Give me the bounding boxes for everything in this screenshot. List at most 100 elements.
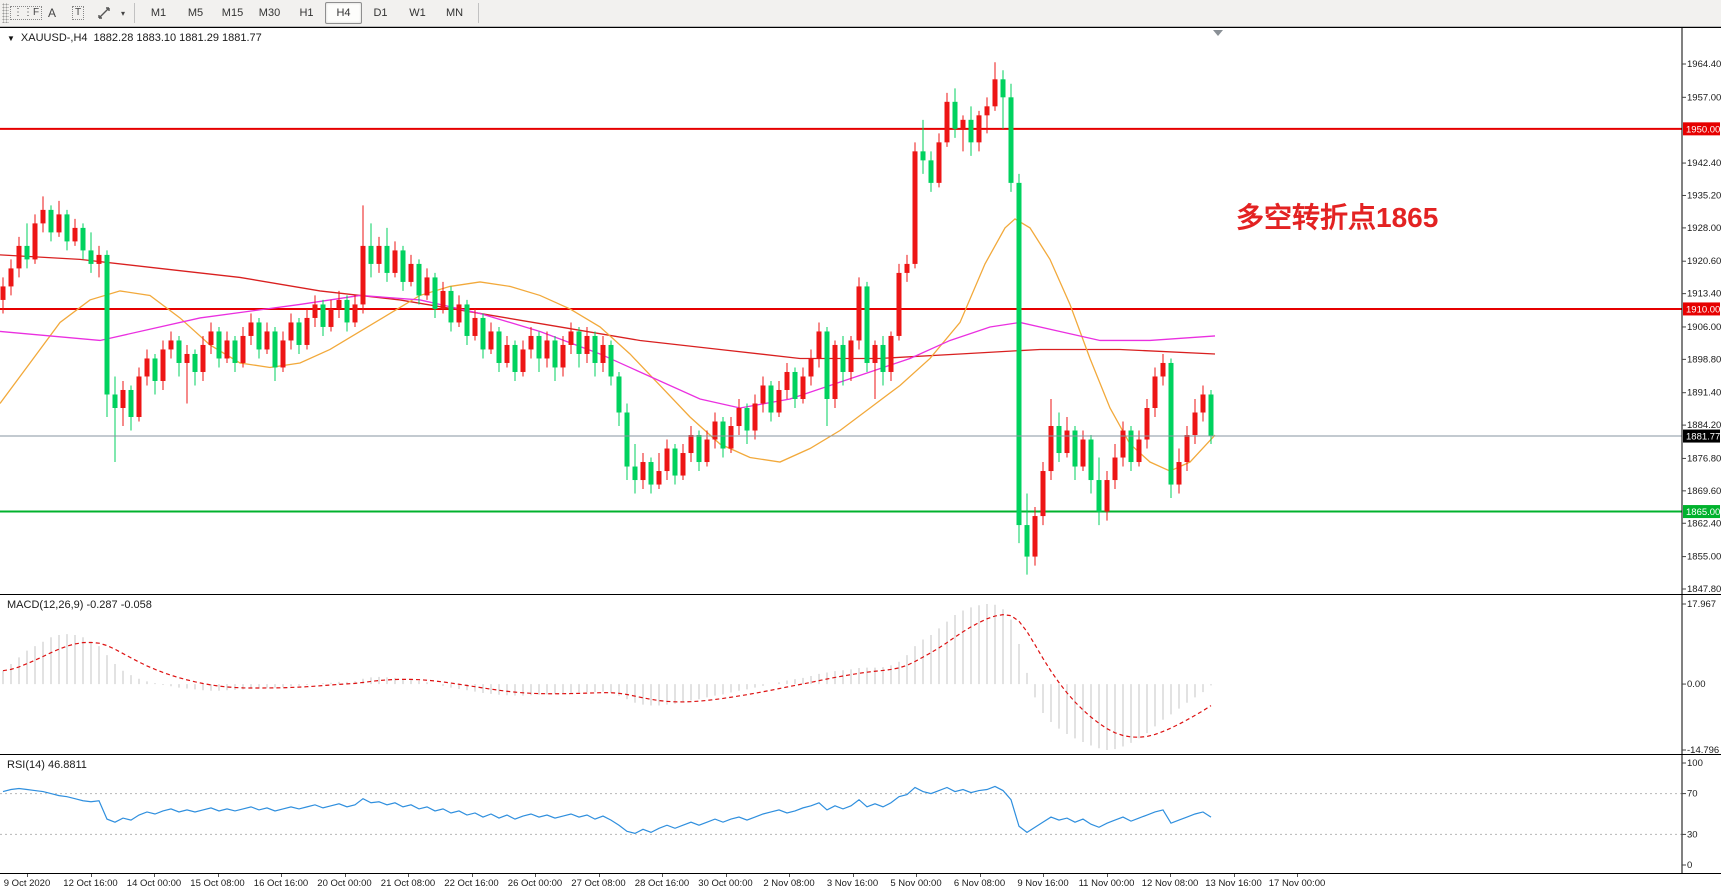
time-axis-tick: [217, 874, 219, 877]
candle-body: [272, 331, 278, 368]
candle-body: [1176, 462, 1182, 485]
candle-body: [576, 331, 582, 354]
candle-body: [1040, 471, 1046, 517]
text-box-tool-icon[interactable]: T: [65, 2, 91, 24]
candle-body: [160, 349, 166, 381]
timeframe-button-m30[interactable]: M30: [258, 7, 281, 19]
timeframe-button-group: M1 M5 M15 M30 H1 H4 D1 W1 MN: [140, 2, 473, 24]
candle-body: [896, 272, 902, 336]
arrows-tool-icon[interactable]: [91, 2, 117, 24]
candle-body: [88, 250, 94, 264]
time-axis-label: 5 Nov 00:00: [890, 878, 942, 889]
candle-body: [912, 151, 918, 264]
moving-average-magenta: [0, 294, 1216, 409]
candle-body: [1136, 439, 1142, 463]
candle-body: [728, 426, 734, 449]
toolbar-separator: [134, 3, 135, 23]
candle-body: [408, 263, 414, 282]
rsi-axis-tick-label: 30: [1687, 829, 1698, 840]
macd-label: MACD(12,26,9) -0.287 -0.058: [7, 599, 152, 611]
cycle-grid-tool-icon[interactable]: ⋮⋮F: [9, 2, 43, 24]
time-axis-tick: [535, 874, 536, 877]
candle-body: [216, 331, 222, 359]
candle-body: [536, 335, 542, 359]
symbol-dropdown-icon[interactable]: ▼: [7, 33, 15, 43]
time-axis-label: 12 Oct 16:00: [63, 878, 118, 889]
candle-body: [1200, 394, 1206, 413]
timeframe-button-m5[interactable]: M5: [187, 7, 204, 19]
ohlc-readout: 1882.28 1883.10 1881.29 1881.77: [93, 32, 262, 44]
rsi-indicator-panel[interactable]: RSI(14) 46.8811 100 70 30 0: [0, 755, 1721, 874]
candle-body: [224, 340, 230, 359]
candle-body: [464, 304, 470, 336]
candle-body: [744, 407, 750, 431]
timeframe-button-d1[interactable]: D1: [373, 7, 388, 19]
candle-body: [248, 322, 254, 336]
candle-body: [1048, 426, 1054, 472]
candle-body: [904, 263, 910, 273]
candle-body: [72, 227, 78, 242]
time-axis[interactable]: 9 Oct 2020 12 Oct 16:00 14 Oct 00:00 15 Oct…: [0, 874, 1721, 894]
text-label-tool-icon[interactable]: A: [47, 6, 56, 20]
timeframe-button-w1[interactable]: W1: [409, 7, 426, 19]
time-axis-tick: [1106, 874, 1108, 877]
candle-body: [608, 344, 614, 377]
toolbar-drag-handle[interactable]: [2, 3, 9, 23]
candle-body: [680, 453, 686, 476]
candle-body: [1008, 97, 1014, 183]
candle-body: [24, 245, 30, 260]
candle-body: [688, 435, 694, 454]
chart-title: ▼ XAUUSD-,H4 1882.28 1883.10 1881.29 188…: [7, 32, 262, 44]
candle-body: [56, 214, 62, 233]
time-axis-tick: [789, 874, 790, 877]
moving-average-orange: [0, 218, 1216, 472]
candle-body: [664, 448, 670, 472]
candle-body: [136, 376, 142, 418]
candle-body: [112, 394, 118, 408]
price-chart-panel[interactable]: ▼ XAUUSD-,H4 1882.28 1883.10 1881.29 188…: [0, 28, 1721, 595]
candle-body: [696, 435, 702, 463]
timeframe-button-mn[interactable]: MN: [445, 7, 464, 19]
candle-body: [424, 277, 430, 296]
macd-chart-canvas[interactable]: 17.967 0.00 -14.796: [0, 595, 1721, 754]
candle-body: [704, 439, 710, 463]
candle-body: [968, 119, 974, 143]
time-axis-tick: [916, 874, 917, 877]
rsi-chart-canvas[interactable]: 100 70 30 0: [0, 755, 1721, 873]
price-axis-tick-label: 1855.00: [1687, 552, 1721, 563]
candlestick-chart-canvas[interactable]: 1964.40 1957.00 1942.40 1935.20 1928.00 1920.…: [0, 28, 1721, 594]
macd-histogram-layer: [2, 604, 1212, 750]
arrows-dropdown-caret-icon[interactable]: ▾: [120, 8, 125, 18]
time-axis-tick: [662, 874, 663, 877]
chart-annotation-text[interactable]: 多空转折点1865: [1236, 202, 1439, 233]
price-label-box: [1683, 429, 1720, 443]
candle-body: [1032, 516, 1038, 557]
candle-body: [616, 376, 622, 413]
candle-body: [528, 335, 534, 350]
candle-body: [1080, 439, 1086, 467]
candle-body: [648, 462, 654, 485]
candle-body: [736, 407, 742, 427]
candle-body: [8, 268, 14, 287]
macd-indicator-panel[interactable]: MACD(12,26,9) -0.287 -0.058 17.967 0.00 -1…: [0, 595, 1721, 755]
time-axis-label: 17 Nov 00:00: [1268, 878, 1326, 889]
candle-body: [776, 389, 782, 413]
price-axis-tick-label: 1964.40: [1687, 59, 1721, 70]
timeframe-button-h1[interactable]: H1: [299, 7, 314, 19]
price-axis-tick-label: 1869.60: [1687, 486, 1721, 497]
candle-body: [208, 331, 214, 345]
time-axis-label: 11 Nov 00:00: [1078, 878, 1135, 889]
price-axis-tick-label: 1942.40: [1687, 158, 1721, 169]
price-label-box: [1683, 302, 1720, 316]
candle-body: [440, 290, 446, 309]
candle-body: [856, 286, 862, 341]
time-axis-label: 21 Oct 08:00: [380, 878, 436, 889]
candle-body: [96, 254, 102, 264]
candle-body: [320, 304, 326, 327]
timeframe-button-m1[interactable]: M1: [150, 7, 167, 19]
timeframe-button-h4[interactable]: H4: [325, 2, 362, 24]
time-axis-tick: [90, 874, 92, 877]
time-axis-label: 9 Oct 2020: [3, 878, 51, 889]
timeframe-button-m15[interactable]: M15: [221, 7, 244, 19]
candle-body: [512, 344, 518, 372]
